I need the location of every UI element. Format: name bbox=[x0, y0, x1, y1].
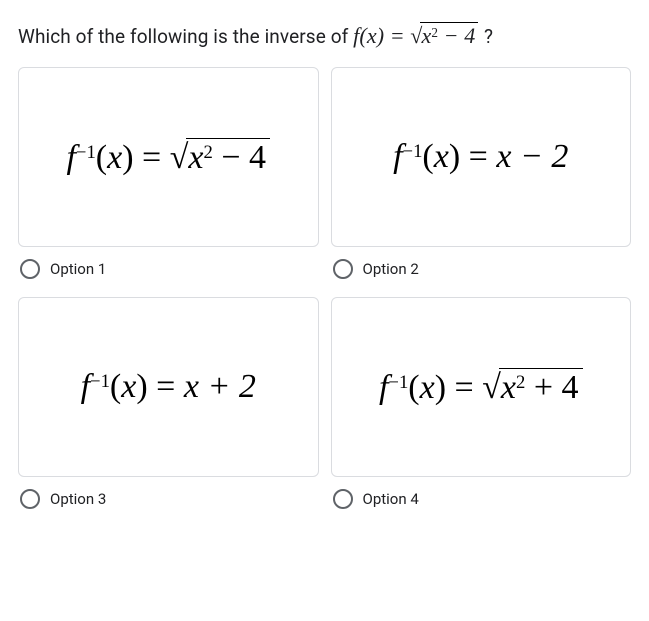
option-1-image[interactable]: f−1(x) = √x2 − 4 bbox=[18, 67, 319, 247]
option-3-radio-row[interactable]: Option 3 bbox=[18, 477, 319, 517]
option-2-label: Option 2 bbox=[363, 260, 419, 278]
o2-exp: −1 bbox=[403, 141, 423, 162]
option-4-radio-row[interactable]: Option 4 bbox=[331, 477, 632, 517]
o1-f: f bbox=[66, 139, 75, 176]
o4-exp: −1 bbox=[388, 372, 408, 393]
o1-var: x bbox=[107, 139, 122, 176]
option-4-image[interactable]: f−1(x) = √x2 + 4 bbox=[331, 297, 632, 477]
o3-var: x bbox=[121, 368, 136, 405]
o2-rhs: x − 2 bbox=[496, 138, 568, 175]
radio-icon[interactable] bbox=[20, 259, 40, 279]
option-3-label: Option 3 bbox=[50, 490, 106, 508]
q-sqrt-tail: − 4 bbox=[444, 23, 476, 48]
q-sqrt-base: x bbox=[421, 23, 431, 48]
o1-exp: −1 bbox=[76, 142, 96, 163]
o1-sqrt: √x2 − 4 bbox=[170, 138, 270, 177]
o4-se: 2 bbox=[516, 372, 525, 393]
q-sqrt: √x2 − 4 bbox=[410, 22, 478, 49]
option-2-radio-row[interactable]: Option 2 bbox=[331, 247, 632, 287]
option-4-formula: f−1(x) = √x2 + 4 bbox=[379, 368, 583, 407]
option-1-radio-row[interactable]: Option 1 bbox=[18, 247, 319, 287]
question-formula: f(x) = √x2 − 4 bbox=[353, 23, 484, 48]
o4-sqrt: √x2 + 4 bbox=[482, 368, 582, 407]
option-3-image[interactable]: f−1(x) = x + 2 bbox=[18, 297, 319, 477]
option-3-formula: f−1(x) = x + 2 bbox=[81, 368, 256, 406]
o1-st: − 4 bbox=[213, 139, 266, 176]
o2-var: x bbox=[434, 138, 449, 175]
options-grid: f−1(x) = √x2 − 4 Option 1 f−1(x) = x − 2… bbox=[18, 67, 631, 517]
o3-exp: −1 bbox=[90, 371, 110, 392]
option-2: f−1(x) = x − 2 Option 2 bbox=[331, 67, 632, 287]
option-1: f−1(x) = √x2 − 4 Option 1 bbox=[18, 67, 319, 287]
option-2-image[interactable]: f−1(x) = x − 2 bbox=[331, 67, 632, 247]
option-1-label: Option 1 bbox=[50, 260, 106, 278]
o1-se: 2 bbox=[204, 142, 213, 163]
q-var: x bbox=[367, 23, 377, 48]
radio-icon[interactable] bbox=[333, 489, 353, 509]
o3-rhs: x + 2 bbox=[184, 368, 256, 405]
radio-icon[interactable] bbox=[20, 489, 40, 509]
q-sqrt-exp: 2 bbox=[431, 25, 438, 40]
question-text: Which of the following is the inverse of… bbox=[18, 22, 631, 49]
option-4: f−1(x) = √x2 + 4 Option 4 bbox=[331, 297, 632, 517]
option-2-formula: f−1(x) = x − 2 bbox=[393, 138, 568, 176]
o4-st: + 4 bbox=[525, 369, 578, 406]
option-3: f−1(x) = x + 2 Option 3 bbox=[18, 297, 319, 517]
option-4-label: Option 4 bbox=[363, 490, 419, 508]
o1-sb: x bbox=[188, 139, 203, 176]
o2-f: f bbox=[393, 138, 402, 175]
o4-var: x bbox=[420, 369, 435, 406]
o3-f: f bbox=[81, 368, 90, 405]
option-1-formula: f−1(x) = √x2 − 4 bbox=[66, 138, 270, 177]
radio-icon[interactable] bbox=[333, 259, 353, 279]
question-prefix: Which of the following is the inverse of bbox=[18, 25, 353, 48]
o4-f: f bbox=[379, 369, 388, 406]
o4-sb: x bbox=[501, 369, 516, 406]
question-suffix: ? bbox=[484, 25, 493, 48]
